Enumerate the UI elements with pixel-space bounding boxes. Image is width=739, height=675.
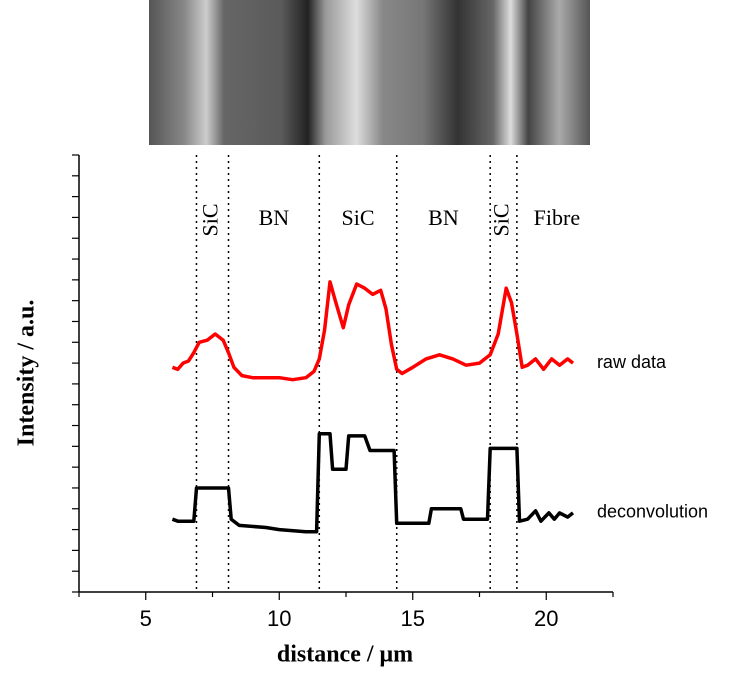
region-label: BN	[259, 205, 290, 230]
sem-image	[149, 0, 590, 145]
legend-label: raw data	[597, 352, 667, 372]
x-tick-label: 20	[534, 606, 558, 631]
series-line	[171, 432, 575, 534]
region-label: BN	[428, 205, 459, 230]
y-axis-title: Intensity / a.u.	[14, 300, 40, 447]
x-tick-label: 15	[401, 606, 425, 631]
series-line	[171, 280, 575, 382]
x-tick-label: 5	[140, 606, 152, 631]
x-axis-title: distance / μm	[277, 642, 413, 668]
region-label: SiC	[198, 203, 223, 236]
x-tick-label: 10	[267, 606, 291, 631]
region-label: SiC	[341, 205, 374, 230]
region-label: Fibre	[534, 205, 580, 230]
legend-label: deconvolution	[597, 502, 708, 522]
region-label: SiC	[489, 203, 514, 236]
